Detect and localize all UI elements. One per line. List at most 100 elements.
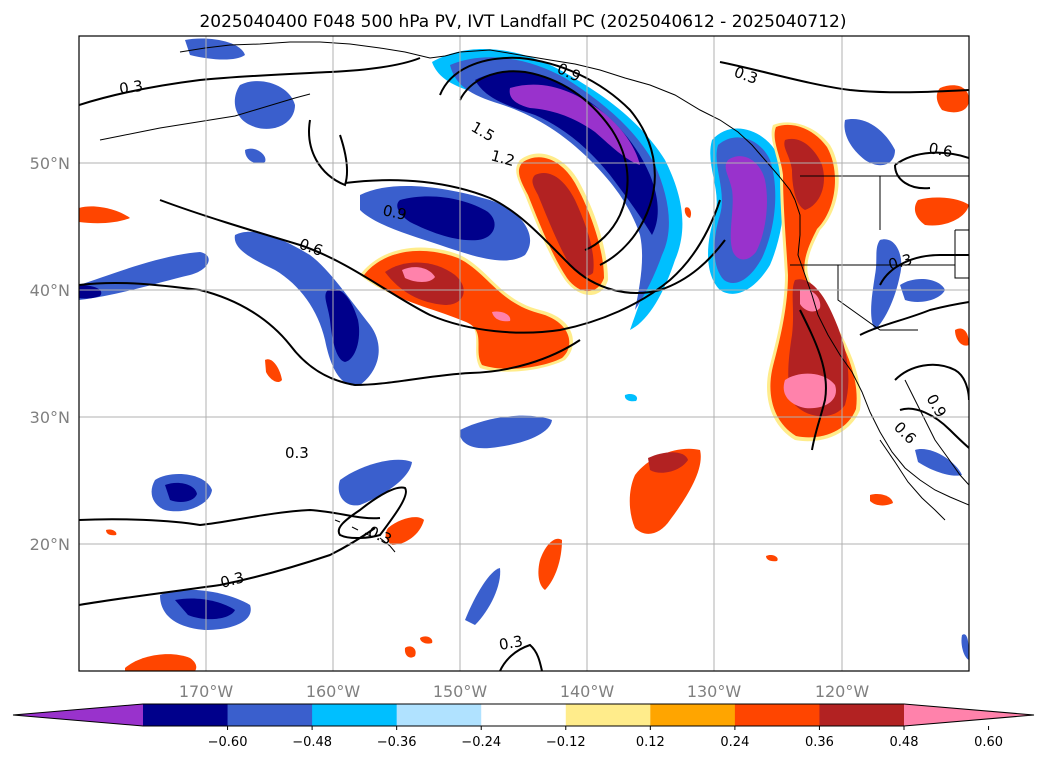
lat-tick-label: 30°N: [30, 408, 70, 427]
contour-labels: 0.3 0.3 0.9 1.5 1.2 0.9 0.6 0.6 0.3 0.3 …: [118, 59, 954, 654]
contour-label: 0.6: [927, 139, 954, 161]
colorbar-extend-max: [904, 704, 1034, 726]
figure-title: 2025040400 F048 500 hPa PV, IVT Landfall…: [199, 12, 846, 32]
contour-line: [159, 199, 721, 334]
positive-pv-region: [420, 636, 433, 644]
negative-pv-region: [175, 598, 235, 620]
colorbar-tick-label: −0.60: [208, 735, 248, 750]
lon-tick-label: 170°W: [179, 682, 234, 701]
positive-pv-region: [914, 197, 969, 226]
positive-pv-region: [955, 328, 969, 346]
positive-pv-region: [385, 517, 424, 545]
lon-tick-label: 140°W: [560, 682, 615, 701]
positive-pv-region: [684, 207, 692, 218]
negative-pv-region: [397, 196, 495, 241]
coastlines: [99, 41, 969, 553]
lat-tick-label: 40°N: [30, 281, 70, 300]
colorbar-tick-label: 0.36: [805, 735, 834, 750]
colorbar-tick-label: 0.24: [720, 735, 749, 750]
positive-pv-region: [870, 493, 893, 506]
contour-line: [894, 151, 969, 190]
contour-label: 0.3: [498, 632, 525, 654]
colorbar-bin: [650, 704, 736, 726]
map-panel: 0.3 0.3 0.9 1.5 1.2 0.9 0.6 0.6 0.3 0.3 …: [30, 35, 970, 701]
negative-pv-region: [624, 393, 638, 402]
positive-pv-region: [766, 554, 778, 562]
ivt-contours: [79, 56, 969, 671]
contour-line: [79, 508, 381, 527]
colorbar-bin: [481, 704, 567, 726]
colorbar-bin: [143, 704, 229, 726]
negative-pv-region: [465, 568, 501, 625]
colorbar-bin: [396, 704, 482, 726]
contour-label: 1.2: [489, 146, 517, 170]
colorbar-bin: [227, 704, 313, 726]
contour-label: 0.9: [381, 201, 408, 224]
colorbar-bin: [734, 704, 820, 726]
positive-pv-region: [79, 206, 130, 224]
colorbar-tick-label: −0.12: [546, 735, 586, 750]
negative-pv-region: [961, 634, 969, 660]
contour-line: [79, 57, 421, 106]
positive-pv-region: [125, 654, 197, 671]
colorbar-tick-label: 0.60: [974, 735, 1003, 750]
lon-tick-label: 150°W: [433, 682, 488, 701]
lon-tick-label: 160°W: [306, 682, 361, 701]
negative-pv-region: [245, 148, 266, 164]
contour-line: [344, 179, 726, 294]
negative-pv-region: [432, 48, 683, 331]
lat-tick-label: 50°N: [30, 154, 70, 173]
baja-california: [879, 379, 969, 521]
negative-pv-region: [185, 38, 245, 60]
negative-pv-region: [915, 449, 962, 476]
colorbar-outline: [12, 703, 1035, 727]
contour-line: [499, 643, 543, 671]
contour-line: [879, 254, 969, 286]
negative-pv-region: [165, 482, 197, 502]
positive-pv-region: [648, 452, 688, 473]
negative-pv-region: [509, 84, 640, 165]
state-border: [790, 175, 969, 331]
negative-pv-region: [459, 415, 552, 449]
colorbar-bin: [819, 704, 905, 726]
contour-line: [799, 309, 827, 451]
negative-pv-region: [450, 57, 669, 311]
positive-pv-region: [492, 311, 511, 322]
alaska-coastline: [179, 41, 796, 201]
contour-line: [337, 486, 407, 539]
north-america-west-coast: [794, 199, 969, 506]
colorbar-tick-label: −0.48: [292, 735, 332, 750]
positive-pv-region: [532, 172, 594, 276]
contour-line: [79, 281, 581, 387]
negative-pv-region: [79, 252, 209, 300]
aleutian-islands: [99, 93, 311, 141]
contour-line: [899, 407, 969, 449]
positive-pv-region: [404, 646, 416, 658]
positive-pv-region: [629, 448, 701, 534]
negative-pv-region: [79, 285, 102, 299]
lon-tick-label: 120°W: [815, 682, 870, 701]
colorbar-bin: [312, 704, 398, 726]
positive-pv-region: [265, 359, 282, 383]
contour-line: [719, 61, 969, 94]
contour-line: [459, 70, 629, 251]
contour-line: [439, 56, 656, 266]
contour-label: 0.3: [886, 250, 914, 274]
hawaii: [334, 519, 396, 553]
map-frame: [78, 35, 970, 672]
colorbar-extend-min: [13, 704, 143, 726]
colorbar-tick-label: 0.48: [890, 735, 919, 750]
contour-line: [79, 527, 376, 606]
lat-tick-labels: 50°N 40°N 30°N 20°N: [30, 154, 70, 554]
negative-pv-region: [725, 156, 767, 260]
colorbar-tick-label: −0.24: [461, 735, 501, 750]
negative-pv-region: [871, 239, 902, 330]
contour-label: 0.3: [218, 568, 246, 592]
positive-pv-region: [402, 267, 435, 282]
positive-pv-region: [783, 373, 836, 409]
positive-pv-region: [106, 529, 117, 536]
contour-label: 0.3: [118, 77, 144, 98]
graticule: [79, 36, 969, 671]
contour-line: [308, 119, 349, 187]
